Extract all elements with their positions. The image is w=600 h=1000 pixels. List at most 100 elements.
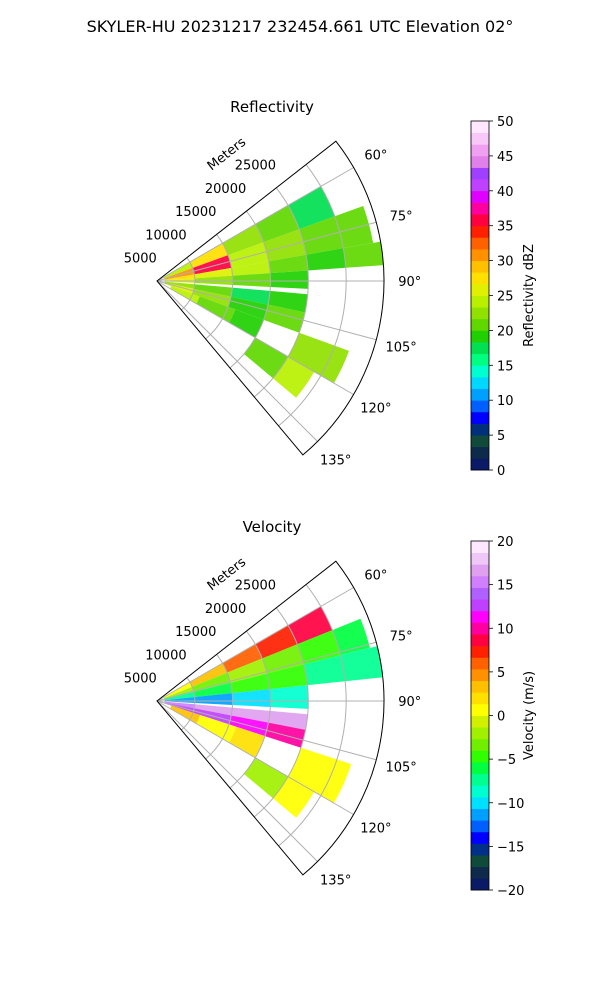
velocity-theta-tick-label: 75° bbox=[390, 630, 413, 645]
velocity-cell bbox=[194, 693, 233, 705]
velocity-r-gridline bbox=[229, 630, 271, 789]
reflectivity-cell bbox=[243, 337, 289, 379]
reflectivity-colorbar-step bbox=[471, 342, 489, 355]
reflectivity-cell bbox=[263, 229, 307, 262]
velocity-theta-tick-label: 60° bbox=[364, 569, 387, 584]
velocity-colorbar-step bbox=[471, 773, 489, 786]
reflectivity-theta-gridline bbox=[156, 167, 354, 282]
reflectivity-r-ticks: 5000 10000 15000 20000 25000 bbox=[124, 159, 276, 267]
reflectivity-cell bbox=[170, 286, 200, 304]
velocity-theta-gridline bbox=[156, 700, 318, 862]
velocity-r-tick-label: 25000 bbox=[235, 579, 276, 594]
velocity-colorbar-ticks: −20 −15 −10 −5 0 5 10 15 20 bbox=[489, 535, 524, 899]
reflectivity-colorbar-tick-label: 45 bbox=[497, 150, 514, 165]
reflectivity-colorbar-label: Reflectivity dBZ bbox=[522, 244, 537, 347]
reflectivity-cell bbox=[334, 205, 374, 249]
velocity-cell bbox=[222, 644, 263, 673]
velocity-colorbar-step bbox=[471, 866, 489, 879]
velocity-cell bbox=[163, 682, 193, 699]
velocity-cell bbox=[170, 705, 201, 724]
reflectivity-cell bbox=[194, 267, 233, 279]
velocity-theta-gridline bbox=[156, 700, 354, 815]
velocity-cell bbox=[268, 710, 308, 730]
velocity-colorbar-step bbox=[471, 715, 489, 728]
velocity-cell bbox=[196, 715, 237, 743]
reflectivity-colorbar-step bbox=[471, 435, 489, 448]
reflectivity-cell bbox=[192, 255, 232, 275]
reflectivity-colorbar-step bbox=[471, 237, 489, 250]
velocity-colorbar-tick-label: −5 bbox=[497, 753, 516, 768]
velocity-data bbox=[163, 606, 383, 818]
reflectivity-r-tick-label: 5000 bbox=[124, 252, 157, 267]
reflectivity-cell bbox=[196, 296, 236, 323]
velocity-r-gridline bbox=[278, 584, 347, 847]
velocity-theta-gridline bbox=[156, 587, 354, 702]
reflectivity-colorbar-steps bbox=[471, 121, 489, 471]
velocity-colorbar-step bbox=[471, 727, 489, 740]
velocity-colorbar-tick-label: −20 bbox=[497, 884, 524, 899]
velocity-colorbar-step bbox=[471, 843, 489, 856]
velocity-theta-tick-label: 90° bbox=[398, 695, 421, 710]
velocity-cell bbox=[340, 646, 383, 682]
velocity-theta-tick-label: 120° bbox=[360, 821, 391, 836]
velocity-theta-gridline bbox=[156, 700, 377, 761]
reflectivity-colorbar-step bbox=[471, 167, 489, 180]
velocity-colorbar-step bbox=[471, 564, 489, 577]
velocity-colorbar-step bbox=[471, 750, 489, 763]
reflectivity-colorbar: 0 5 10 15 20 25 30 35 40 45 50 Reflectivity dBZ bbox=[470, 115, 537, 479]
velocity-colorbar-step bbox=[471, 692, 489, 705]
reflectivity-cell bbox=[189, 243, 229, 269]
reflectivity-r-tick-label: 25000 bbox=[235, 159, 276, 174]
reflectivity-colorbar-step bbox=[471, 144, 489, 157]
velocity-cell bbox=[269, 685, 309, 709]
reflectivity-cell bbox=[163, 262, 193, 279]
reflectivity-colorbar-step bbox=[471, 423, 489, 436]
reflectivity-cell bbox=[222, 224, 264, 256]
reflectivity-colorbar-tick-label: 20 bbox=[497, 324, 514, 339]
reflectivity-colorbar-step bbox=[471, 318, 489, 331]
reflectivity-panel: Reflectivity 5000 10000 15000 20000 25000 60… bbox=[124, 98, 537, 479]
reflectivity-theta-gridline bbox=[156, 280, 354, 395]
reflectivity-cell bbox=[194, 284, 233, 297]
reflectivity-theta-tick-label: 75° bbox=[390, 210, 413, 225]
reflectivity-colorbar-step bbox=[471, 225, 489, 238]
velocity-colorbar-step bbox=[471, 622, 489, 635]
reflectivity-cell bbox=[268, 254, 308, 274]
reflectivity-theta-gridline bbox=[156, 221, 377, 282]
velocity-title: Velocity bbox=[243, 518, 302, 536]
reflectivity-colorbar-step bbox=[471, 295, 489, 308]
velocity-cell bbox=[288, 747, 352, 804]
velocity-cell bbox=[192, 672, 231, 692]
velocity-colorbar-tick-label: 10 bbox=[497, 622, 514, 637]
reflectivity-colorbar-tick-label: 35 bbox=[497, 220, 514, 235]
reflectivity-cell bbox=[263, 304, 306, 333]
reflectivity-colorbar-step bbox=[471, 260, 489, 273]
velocity-r-tick-label: 5000 bbox=[124, 672, 157, 687]
reflectivity-r-tick-label: 15000 bbox=[175, 205, 216, 220]
velocity-r-tick-label: 10000 bbox=[145, 648, 186, 663]
velocity-colorbar-step bbox=[471, 808, 489, 821]
reflectivity-colorbar-tick-label: 10 bbox=[497, 394, 514, 409]
reflectivity-theta-tick-label: 60° bbox=[364, 149, 387, 164]
reflectivity-colorbar-step bbox=[471, 179, 489, 192]
reflectivity-colorbar-step bbox=[471, 272, 489, 285]
reflectivity-r-gridline bbox=[205, 234, 234, 340]
velocity-cell bbox=[297, 630, 341, 665]
reflectivity-theta-ticks: 60° 75° 90° 105° 120° 135° bbox=[320, 149, 421, 469]
reflectivity-title: Reflectivity bbox=[230, 98, 314, 116]
velocity-cell bbox=[229, 726, 265, 758]
reflectivity-r-gridline bbox=[180, 257, 196, 311]
reflectivity-colorbar-tick-label: 50 bbox=[497, 115, 514, 130]
reflectivity-cell bbox=[229, 309, 264, 338]
velocity-grid bbox=[156, 584, 384, 862]
reflectivity-colorbar-tick-label: 30 bbox=[497, 255, 514, 270]
reflectivity-cell bbox=[231, 261, 271, 276]
velocity-cell bbox=[227, 658, 268, 683]
reflectivity-theta-tick-label: 135° bbox=[320, 454, 351, 469]
reflectivity-cell bbox=[232, 273, 271, 287]
reflectivity-theta-tick-label: 120° bbox=[360, 401, 391, 416]
reflectivity-colorbar-step bbox=[471, 411, 489, 424]
velocity-cell bbox=[193, 682, 233, 698]
reflectivity-colorbar-step bbox=[471, 248, 489, 261]
reflectivity-colorbar-step bbox=[471, 388, 489, 401]
